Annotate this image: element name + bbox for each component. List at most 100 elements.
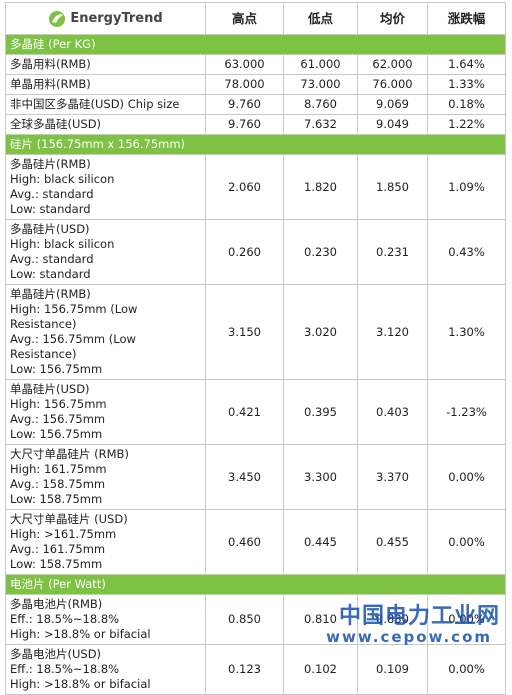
value-cell: 3.020 bbox=[283, 284, 358, 380]
section-title: 电池片 (Per Watt) bbox=[5, 574, 506, 595]
row-label: 非中国区多晶硅(USD) Chip size bbox=[5, 94, 206, 115]
data-row: 多晶硅片(USD) High: black silicon Avg.: standa… bbox=[5, 219, 506, 285]
value-cell: 9.760 bbox=[205, 94, 284, 115]
data-row: 多晶电池片(RMB) Eff.: 18.5%~18.8% High: >18.8% … bbox=[5, 594, 506, 645]
label-line: Avg.: 161.75mm bbox=[10, 542, 106, 556]
value-cell: 62.000 bbox=[357, 54, 428, 75]
logo-cell: EnergyTrend bbox=[5, 2, 206, 35]
value-cell: 9.069 bbox=[357, 94, 428, 115]
value-cell: 0.260 bbox=[205, 219, 284, 285]
row-label: 多晶硅片(RMB) High: black silicon Avg.: standa… bbox=[5, 154, 206, 220]
value-cell: 1.850 bbox=[357, 154, 428, 220]
label-line: High: >18.8% or bifacial bbox=[10, 677, 151, 691]
row-label: 单晶硅片(RMB) High: 156.75mm (Low Resistance)… bbox=[5, 284, 206, 380]
value-cell: -1.23% bbox=[427, 379, 506, 445]
value-cell: 3.370 bbox=[357, 444, 428, 510]
data-row: 单晶用料(RMB) 78.000 73.000 76.000 1.33% bbox=[5, 74, 506, 95]
label-line: 多晶电池片(USD) bbox=[10, 647, 102, 661]
label-line: 全球多晶硅(USD) bbox=[10, 117, 102, 131]
value-cell: 73.000 bbox=[283, 74, 358, 95]
value-cell: 78.000 bbox=[205, 74, 284, 95]
watermark-name: 中国电力工业网 bbox=[338, 604, 500, 629]
value-cell: 3.450 bbox=[205, 444, 284, 510]
section-title: 多晶硅 (Per KG) bbox=[5, 34, 506, 55]
column-header: 均价 bbox=[357, 2, 428, 35]
value-cell: 3.120 bbox=[357, 284, 428, 380]
value-cell: 0.460 bbox=[205, 509, 284, 575]
section-title: 硅片 (156.75mm x 156.75mm) bbox=[5, 134, 506, 155]
row-label: 大尺寸单晶硅片 (RMB) High: 161.75mm Avg.: 158.75m… bbox=[5, 444, 206, 510]
value-cell: 0.403 bbox=[357, 379, 428, 445]
value-cell: 0.455 bbox=[357, 509, 428, 575]
section-row: 电池片 (Per Watt) bbox=[5, 574, 506, 595]
label-line: 多晶电池片(RMB) bbox=[10, 597, 103, 611]
value-cell: 1.09% bbox=[427, 154, 506, 220]
label-line: High: 161.75mm bbox=[10, 462, 107, 476]
row-label: 单晶用料(RMB) bbox=[5, 74, 206, 95]
label-line: Low: 156.75mm bbox=[10, 427, 103, 441]
value-cell: 7.632 bbox=[283, 114, 358, 135]
value-cell: 3.150 bbox=[205, 284, 284, 380]
value-cell: 63.000 bbox=[205, 54, 284, 75]
data-row: 多晶用料(RMB) 63.000 61.000 62.000 1.64% bbox=[5, 54, 506, 75]
data-row: 单晶硅片(RMB) High: 156.75mm (Low Resistance)… bbox=[5, 284, 506, 380]
column-header: 高点 bbox=[205, 2, 284, 35]
value-cell: 1.64% bbox=[427, 54, 506, 75]
label-line: 单晶用料(RMB) bbox=[10, 77, 91, 91]
data-row: 大尺寸单晶硅片 (USD) High: >161.75mm Avg.: 161.75… bbox=[5, 509, 506, 575]
data-row: 单晶硅片(USD) High: 156.75mm Avg.: 156.75mm Low… bbox=[5, 379, 506, 445]
row-label: 全球多晶硅(USD) bbox=[5, 114, 206, 135]
value-cell: 1.820 bbox=[283, 154, 358, 220]
watermark-url: www.cepow.com bbox=[326, 628, 492, 646]
label-line: High: black silicon bbox=[10, 172, 115, 186]
label-line: Avg.: 156.75mm bbox=[10, 412, 106, 426]
label-line: 多晶用料(RMB) bbox=[10, 57, 91, 71]
label-line: 单晶硅片(USD) bbox=[10, 382, 90, 396]
value-cell: 0.00% bbox=[427, 509, 506, 575]
logo-icon bbox=[49, 10, 66, 27]
value-cell: 1.30% bbox=[427, 284, 506, 380]
logo-text: EnergyTrend bbox=[70, 11, 163, 26]
value-cell: 1.22% bbox=[427, 114, 506, 135]
label-line: Avg.: standard bbox=[10, 187, 94, 201]
label-line: Eff.: 18.5%~18.8% bbox=[10, 612, 120, 626]
logo: EnergyTrend bbox=[10, 10, 201, 28]
data-row: 非中国区多晶硅(USD) Chip size 9.760 8.760 9.069 0.1… bbox=[5, 94, 506, 115]
label-line: High: black silicon bbox=[10, 237, 115, 251]
value-cell: 0.18% bbox=[427, 94, 506, 115]
value-cell: 0.395 bbox=[283, 379, 358, 445]
label-line: High: 156.75mm (Low Resistance) bbox=[10, 302, 138, 331]
label-line: 非中国区多晶硅(USD) Chip size bbox=[10, 97, 180, 111]
label-line: 多晶硅片(RMB) bbox=[10, 157, 91, 171]
label-line: 大尺寸单晶硅片 (RMB) bbox=[10, 447, 129, 461]
label-line: 大尺寸单晶硅片 (USD) bbox=[10, 512, 128, 526]
value-cell: 0.43% bbox=[427, 219, 506, 285]
value-cell: 8.760 bbox=[283, 94, 358, 115]
label-line: Low: 156.75mm bbox=[10, 362, 103, 376]
value-cell: 9.760 bbox=[205, 114, 284, 135]
label-line: 多晶硅片(USD) bbox=[10, 222, 90, 236]
label-line: High: 156.75mm bbox=[10, 397, 107, 411]
label-line: Low: standard bbox=[10, 202, 91, 216]
value-cell: 0.00% bbox=[427, 444, 506, 510]
label-line: Avg.: 158.75mm bbox=[10, 477, 106, 491]
value-cell: 76.000 bbox=[357, 74, 428, 95]
row-label: 大尺寸单晶硅片 (USD) High: >161.75mm Avg.: 161.75… bbox=[5, 509, 206, 575]
value-cell: 0.230 bbox=[283, 219, 358, 285]
label-line: Low: 158.75mm bbox=[10, 557, 103, 571]
column-header: 低点 bbox=[283, 2, 358, 35]
value-cell: 0.00% bbox=[427, 594, 506, 645]
row-label: 多晶用料(RMB) bbox=[5, 54, 206, 75]
column-header: 涨跌幅 bbox=[427, 2, 506, 35]
price-table: EnergyTrend 高点 低点 均价 涨跌幅 多晶硅 (Per KG) 多晶用料(RMB… bbox=[5, 2, 506, 695]
label-line: Low: 158.75mm bbox=[10, 492, 103, 506]
label-line: Low: standard bbox=[10, 267, 91, 281]
value-cell: 0.231 bbox=[357, 219, 428, 285]
section-row: 硅片 (156.75mm x 156.75mm) bbox=[5, 134, 506, 155]
label-line: Avg.: 156.75mm (Low Resistance) bbox=[10, 332, 136, 361]
value-cell: 0.830 bbox=[357, 594, 428, 645]
section-row: 多晶硅 (Per KG) bbox=[5, 34, 506, 55]
row-label: 多晶电池片(RMB) Eff.: 18.5%~18.8% High: >18.8% … bbox=[5, 594, 206, 645]
header-row: EnergyTrend 高点 低点 均价 涨跌幅 bbox=[5, 2, 506, 35]
value-cell: 3.300 bbox=[283, 444, 358, 510]
